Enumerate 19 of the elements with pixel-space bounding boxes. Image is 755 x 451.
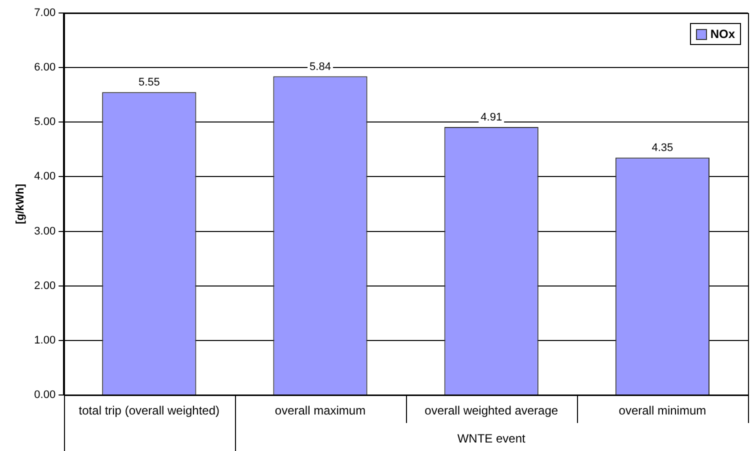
data-label: 4.91 [480,112,502,124]
y-tick-label: 0.00 [34,389,56,402]
y-tick-label: 2.00 [34,280,56,292]
x-tick-label: overall maximum [274,403,366,418]
x-tick-label: total trip (overall weighted) [78,403,220,418]
data-label: 5.55 [138,76,160,89]
y-tick-label: 6.00 [34,62,56,74]
x-tick-label: overall minimum [618,403,706,418]
x-tick-label: overall weighted average [424,403,558,418]
y-tick-label: 3.00 [34,225,56,238]
y-tick-label: 5.00 [34,116,56,128]
y-tick-label: 4.00 [34,170,56,183]
y-axis-title: [g/kWh] [14,184,27,224]
data-label: 5.84 [310,60,331,73]
y-tick-label: 7.00 [34,7,56,20]
legend-label: NOx [710,27,735,41]
text: WNTE event [457,431,526,446]
data-label: 4.35 [652,142,674,154]
y-tick-label: 1.00 [34,334,56,346]
